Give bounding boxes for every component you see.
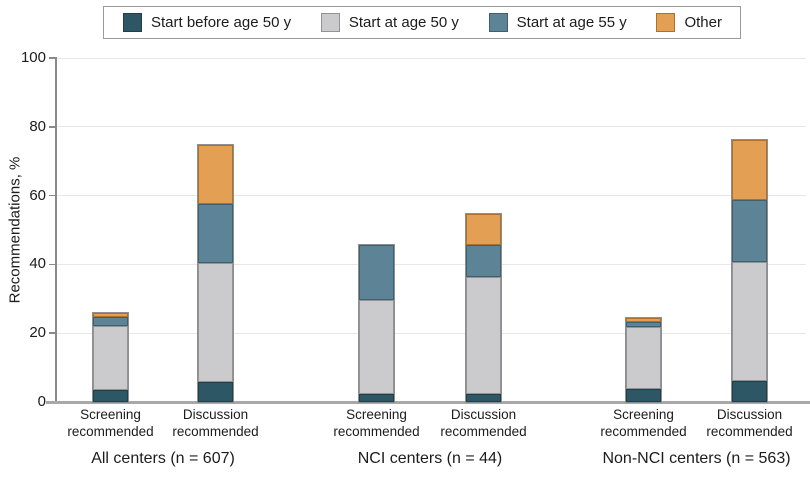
y-tick-20 bbox=[49, 332, 56, 334]
bar-segment-other bbox=[466, 214, 501, 246]
bar-segment-start-at-age-55 bbox=[93, 317, 128, 327]
bar-group2-discussion bbox=[466, 214, 501, 402]
bar-segment-start-at-age-55 bbox=[626, 322, 661, 327]
legend-label: Start before age 50 y bbox=[151, 14, 292, 31]
gridline-20 bbox=[56, 332, 806, 334]
y-tick-label-80: 80 bbox=[29, 117, 46, 135]
bar-segment-start-at-age-50 bbox=[626, 326, 661, 389]
bar-segment-start-before-age-50 bbox=[466, 394, 501, 402]
legend-label: Start at age 50 y bbox=[348, 14, 459, 31]
y-axis-line bbox=[55, 57, 57, 403]
bar-segment-other bbox=[732, 140, 767, 201]
legend-swatch-start-at-age-55 bbox=[488, 13, 508, 32]
bar-segment-start-at-age-55 bbox=[198, 203, 233, 264]
group-label-2: NCI centers (n = 44) bbox=[357, 450, 503, 467]
y-tick-label-20: 20 bbox=[29, 324, 46, 342]
y-axis-title: Recommendations, % bbox=[6, 156, 24, 304]
bar-segment-start-at-age-50 bbox=[359, 300, 394, 395]
legend-item-start-before-age-50: Start before age 50 y bbox=[123, 13, 291, 32]
y-tick-100 bbox=[49, 57, 56, 59]
bar-segment-start-at-age-55 bbox=[466, 245, 501, 277]
y-tick-40 bbox=[49, 263, 56, 266]
x-axis-line bbox=[46, 401, 810, 404]
bar-segment-other bbox=[626, 318, 661, 323]
bar-segment-start-before-age-50 bbox=[93, 389, 128, 402]
legend-label: Other bbox=[684, 14, 722, 31]
bar-group1-discussion bbox=[198, 145, 233, 402]
gridline-80 bbox=[56, 126, 806, 128]
y-tick-80 bbox=[49, 126, 56, 128]
bar-segment-start-before-age-50 bbox=[626, 388, 661, 402]
bar-group2-screening bbox=[359, 245, 394, 402]
bar-segment-start-at-age-55 bbox=[359, 245, 394, 301]
legend-swatch-start-before-age-50 bbox=[123, 13, 142, 32]
legend-swatch-other bbox=[656, 13, 676, 32]
group-label-1: All centers (n = 607) bbox=[91, 450, 235, 467]
gridline-40 bbox=[56, 263, 806, 265]
x-tick-label: Screening recommended bbox=[333, 407, 420, 439]
bar-segment-start-at-age-50 bbox=[198, 263, 233, 383]
legend-item-other: Other bbox=[656, 13, 722, 32]
x-tick-label: Screening recommended bbox=[67, 407, 154, 439]
legend-label: Start at age 55 y bbox=[516, 14, 627, 31]
bar-segment-start-at-age-50 bbox=[466, 276, 501, 395]
bar-segment-other bbox=[93, 312, 128, 318]
bar-segment-start-at-age-55 bbox=[732, 200, 767, 262]
legend-item-start-at-age-55: Start at age 55 y bbox=[488, 13, 627, 32]
bar-segment-start-before-age-50 bbox=[732, 381, 767, 402]
bar-segment-start-before-age-50 bbox=[198, 382, 233, 402]
x-tick-label: Discussion recommended bbox=[706, 407, 793, 439]
bar-group3-discussion bbox=[732, 140, 767, 402]
y-tick-label-0: 0 bbox=[37, 393, 46, 410]
y-tick-label-60: 60 bbox=[29, 186, 46, 204]
x-tick-label: Screening recommended bbox=[600, 407, 687, 439]
y-tick-label-40: 40 bbox=[29, 255, 46, 273]
bar-segment-start-at-age-50 bbox=[93, 326, 128, 390]
chart-legend: Start before age 50 y Start at age 50 y … bbox=[103, 6, 741, 39]
group-label-3: Non-NCI centers (n = 563) bbox=[602, 450, 791, 467]
y-tick-label-100: 100 bbox=[20, 49, 46, 66]
gridline-100 bbox=[56, 57, 806, 59]
y-tick-60 bbox=[49, 194, 56, 197]
bar-segment-other bbox=[198, 145, 233, 204]
legend-item-start-at-age-50: Start at age 50 y bbox=[320, 13, 459, 32]
bar-segment-start-at-age-50 bbox=[732, 261, 767, 382]
bar-segment-start-before-age-50 bbox=[359, 394, 394, 402]
legend-swatch-start-at-age-50 bbox=[320, 13, 340, 32]
bar-group3-screening bbox=[626, 318, 661, 402]
bar-group1-screening bbox=[93, 312, 128, 402]
gridline-60 bbox=[56, 195, 806, 197]
x-tick-label: Discussion recommended bbox=[440, 407, 527, 439]
x-tick-label: Discussion recommended bbox=[172, 407, 259, 439]
